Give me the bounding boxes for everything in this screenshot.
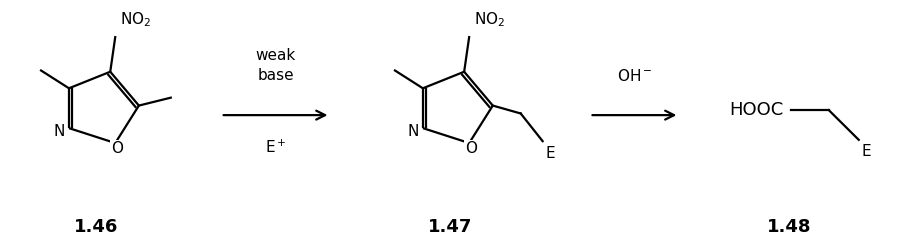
Text: weak: weak	[256, 48, 296, 63]
Text: N: N	[54, 123, 65, 139]
Text: 1.47: 1.47	[428, 218, 472, 236]
Text: base: base	[258, 68, 294, 83]
Text: 1.46: 1.46	[74, 218, 118, 236]
Text: OH$^-$: OH$^-$	[617, 68, 652, 84]
Text: HOOC: HOOC	[729, 101, 784, 119]
Text: O: O	[111, 141, 123, 156]
Text: 1.48: 1.48	[767, 218, 811, 236]
Text: E$^+$: E$^+$	[265, 139, 287, 156]
Text: E: E	[546, 146, 555, 161]
Text: NO$_2$: NO$_2$	[120, 11, 151, 29]
Text: N: N	[407, 123, 419, 139]
Text: NO$_2$: NO$_2$	[474, 11, 505, 29]
Text: O: O	[465, 141, 477, 156]
Text: E: E	[862, 144, 872, 159]
